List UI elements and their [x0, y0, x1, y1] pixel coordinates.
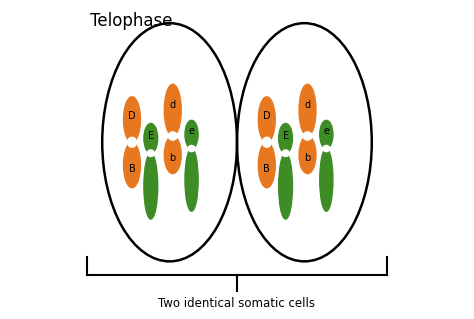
Ellipse shape — [124, 142, 140, 188]
Ellipse shape — [320, 120, 333, 149]
Text: d: d — [170, 100, 176, 110]
Text: e: e — [189, 126, 194, 136]
Text: E: E — [283, 131, 289, 141]
Ellipse shape — [320, 149, 333, 211]
Ellipse shape — [168, 132, 177, 140]
Text: E: E — [148, 131, 154, 141]
Text: Two identical somatic cells: Two identical somatic cells — [158, 297, 316, 310]
Ellipse shape — [299, 136, 316, 174]
Text: Telophase: Telophase — [90, 12, 172, 30]
Ellipse shape — [185, 149, 198, 211]
Ellipse shape — [279, 123, 292, 153]
Ellipse shape — [128, 137, 137, 147]
Text: B: B — [128, 164, 136, 174]
Text: b: b — [170, 153, 176, 163]
Text: D: D — [128, 111, 136, 121]
Ellipse shape — [323, 145, 330, 152]
Ellipse shape — [147, 150, 155, 157]
Text: D: D — [263, 111, 271, 121]
Ellipse shape — [303, 132, 312, 140]
Ellipse shape — [185, 120, 198, 149]
Ellipse shape — [188, 145, 195, 152]
Ellipse shape — [279, 153, 292, 219]
Ellipse shape — [124, 97, 140, 142]
Ellipse shape — [263, 137, 271, 147]
Ellipse shape — [299, 84, 316, 136]
Ellipse shape — [144, 153, 158, 219]
Text: e: e — [323, 126, 329, 136]
Text: B: B — [264, 164, 270, 174]
Text: b: b — [304, 153, 310, 163]
Ellipse shape — [282, 150, 289, 157]
Text: d: d — [304, 100, 310, 110]
Ellipse shape — [258, 142, 275, 188]
Ellipse shape — [164, 136, 181, 174]
Ellipse shape — [164, 84, 181, 136]
Ellipse shape — [144, 123, 158, 153]
Ellipse shape — [258, 97, 275, 142]
